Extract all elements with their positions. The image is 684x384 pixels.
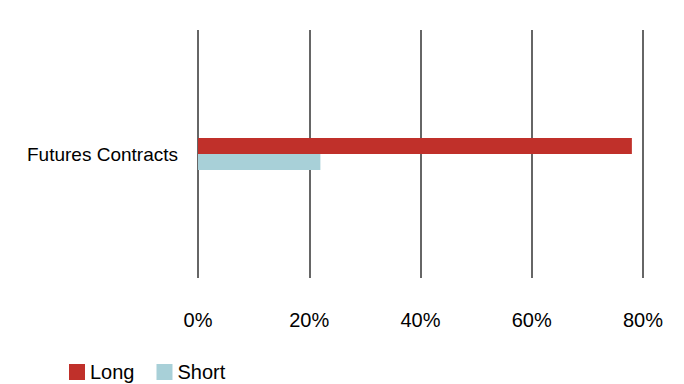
svg-text:20%: 20% xyxy=(289,309,329,331)
svg-text:60%: 60% xyxy=(512,309,552,331)
svg-text:40%: 40% xyxy=(400,309,440,331)
svg-text:80%: 80% xyxy=(623,309,663,331)
svg-text:Short: Short xyxy=(177,361,225,383)
svg-text:0%: 0% xyxy=(184,309,213,331)
svg-text:Futures Contracts: Futures Contracts xyxy=(27,144,178,165)
svg-text:Long: Long xyxy=(90,361,135,383)
